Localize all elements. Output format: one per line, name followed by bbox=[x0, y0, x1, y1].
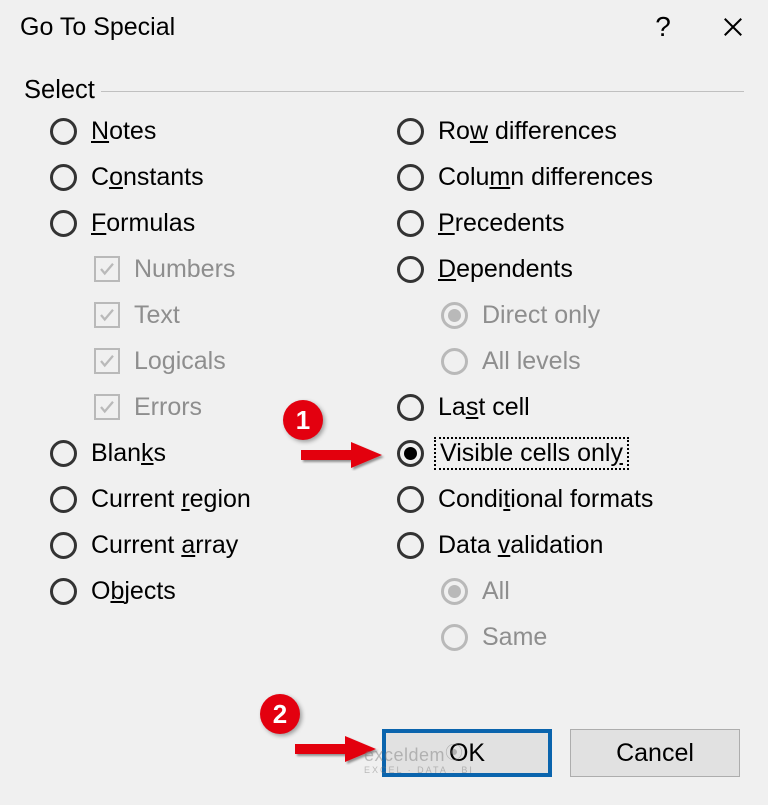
option-current-region[interactable]: Current region bbox=[50, 476, 397, 522]
left-column: Notes Constants Formulas Numbers Text bbox=[24, 108, 397, 660]
help-button[interactable]: ? bbox=[628, 0, 698, 54]
option-conditional-formats[interactable]: Conditional formats bbox=[397, 476, 744, 522]
checkbox-icon bbox=[94, 302, 120, 328]
group-divider bbox=[98, 91, 744, 92]
option-last-cell[interactable]: Last cell bbox=[397, 384, 744, 430]
sub-direct-only: Direct only bbox=[397, 292, 744, 338]
radio-icon bbox=[397, 210, 424, 237]
option-label: Column differences bbox=[438, 163, 653, 192]
dialog-buttons: OK Cancel bbox=[382, 729, 740, 777]
option-formulas[interactable]: Formulas bbox=[50, 200, 397, 246]
radio-icon bbox=[50, 210, 77, 237]
checkbox-icon bbox=[94, 256, 120, 282]
option-label: Visible cells only bbox=[434, 437, 629, 470]
radio-icon bbox=[50, 118, 77, 145]
option-label: Text bbox=[134, 301, 180, 330]
radio-icon bbox=[397, 164, 424, 191]
option-column-differences[interactable]: Column differences bbox=[397, 154, 744, 200]
close-button[interactable] bbox=[698, 0, 768, 54]
radio-icon bbox=[397, 118, 424, 145]
radio-icon bbox=[397, 394, 424, 421]
sub-numbers: Numbers bbox=[50, 246, 397, 292]
right-column: Row differences Column differences Prece… bbox=[397, 108, 744, 660]
titlebar: Go To Special ? bbox=[0, 0, 768, 54]
option-objects[interactable]: Objects bbox=[50, 568, 397, 614]
radio-icon bbox=[50, 440, 77, 467]
radio-icon bbox=[50, 532, 77, 559]
option-visible-cells[interactable]: Visible cells only bbox=[397, 430, 744, 476]
radio-icon bbox=[441, 578, 468, 605]
sub-all-levels: All levels bbox=[397, 338, 744, 384]
option-label: Dependents bbox=[438, 255, 573, 284]
radio-icon bbox=[397, 532, 424, 559]
option-label: Last cell bbox=[438, 393, 530, 422]
arrow-1-icon bbox=[296, 438, 386, 472]
option-label: Notes bbox=[91, 117, 156, 146]
radio-icon bbox=[441, 624, 468, 651]
cancel-button[interactable]: Cancel bbox=[570, 729, 740, 777]
option-label: Logicals bbox=[134, 347, 226, 376]
checkbox-icon bbox=[94, 348, 120, 374]
option-label: Row differences bbox=[438, 117, 617, 146]
sub-validation-same: Same bbox=[397, 614, 744, 660]
dialog-content: Select Notes Constants Formulas bbox=[0, 54, 768, 660]
option-label: Conditional formats bbox=[438, 485, 653, 514]
option-row-differences[interactable]: Row differences bbox=[397, 108, 744, 154]
checkbox-icon bbox=[94, 394, 120, 420]
sub-logicals: Logicals bbox=[50, 338, 397, 384]
option-label: Blanks bbox=[91, 439, 166, 468]
radio-icon bbox=[50, 164, 77, 191]
option-label: Errors bbox=[134, 393, 202, 422]
option-label: Direct only bbox=[482, 301, 600, 330]
close-icon bbox=[722, 16, 744, 38]
option-current-array[interactable]: Current array bbox=[50, 522, 397, 568]
sub-text: Text bbox=[50, 292, 397, 338]
arrow-2-icon bbox=[290, 732, 380, 766]
goto-special-dialog: Go To Special ? Select Notes Constants bbox=[0, 0, 768, 805]
callout-1: 1 bbox=[283, 400, 323, 440]
radio-icon bbox=[397, 256, 424, 283]
radio-icon bbox=[50, 486, 77, 513]
option-label: Constants bbox=[91, 163, 204, 192]
callout-2: 2 bbox=[260, 694, 300, 734]
option-label: Formulas bbox=[91, 209, 195, 238]
radio-icon bbox=[50, 578, 77, 605]
option-label: Current region bbox=[91, 485, 251, 514]
option-label: All bbox=[482, 577, 510, 606]
sub-validation-all: All bbox=[397, 568, 744, 614]
option-label: All levels bbox=[482, 347, 581, 376]
option-label: Numbers bbox=[134, 255, 235, 284]
ok-button[interactable]: OK bbox=[382, 729, 552, 777]
option-label: Current array bbox=[91, 531, 238, 560]
radio-icon bbox=[441, 348, 468, 375]
option-label: Data validation bbox=[438, 531, 603, 560]
option-data-validation[interactable]: Data validation bbox=[397, 522, 744, 568]
option-notes[interactable]: Notes bbox=[50, 108, 397, 154]
option-dependents[interactable]: Dependents bbox=[397, 246, 744, 292]
option-precedents[interactable]: Precedents bbox=[397, 200, 744, 246]
option-label: Precedents bbox=[438, 209, 564, 238]
sub-errors: Errors bbox=[50, 384, 397, 430]
options-columns: Notes Constants Formulas Numbers Text bbox=[24, 108, 744, 660]
dialog-title: Go To Special bbox=[20, 13, 628, 42]
option-constants[interactable]: Constants bbox=[50, 154, 397, 200]
option-label: Objects bbox=[91, 577, 176, 606]
option-label: Same bbox=[482, 623, 547, 652]
radio-icon bbox=[397, 440, 424, 467]
radio-icon bbox=[441, 302, 468, 329]
select-group-label: Select bbox=[24, 76, 101, 105]
radio-icon bbox=[397, 486, 424, 513]
